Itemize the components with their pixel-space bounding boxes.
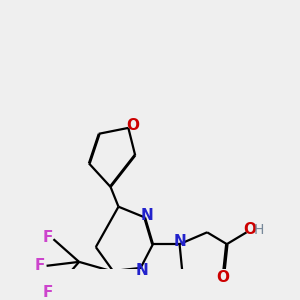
Text: F: F — [42, 230, 53, 245]
Text: N: N — [141, 208, 154, 223]
Text: O: O — [216, 270, 229, 285]
Text: H: H — [254, 223, 264, 237]
Text: N: N — [135, 263, 148, 278]
Text: O: O — [126, 118, 139, 133]
Text: F: F — [42, 285, 53, 300]
Text: N: N — [174, 234, 187, 249]
Text: O: O — [244, 222, 256, 237]
Text: F: F — [35, 258, 45, 273]
